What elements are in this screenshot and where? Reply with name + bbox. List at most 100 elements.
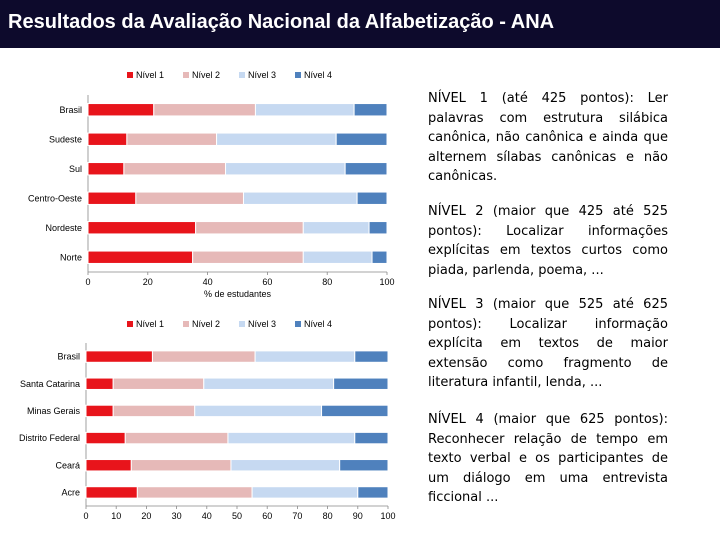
bar-minas-gerais-nivel-1 xyxy=(85,404,114,418)
legend-swatch-3 xyxy=(239,321,245,327)
x-tick-label-30: 30 xyxy=(172,511,182,521)
bar-acre-nivel-4 xyxy=(357,486,389,499)
legend-label-3: Nível 3 xyxy=(248,319,276,329)
x-tick-label-20: 20 xyxy=(141,511,151,521)
bar-nordeste-nivel-4 xyxy=(368,221,388,235)
bar-ceara-nivel-4 xyxy=(339,459,389,472)
bar-sul-nivel-3 xyxy=(225,162,346,176)
category-label-norte: Norte xyxy=(60,252,82,262)
bar-distrito-federal-nivel-3 xyxy=(227,431,356,445)
bar-acre-nivel-2 xyxy=(136,486,253,499)
x-tick-label-60: 60 xyxy=(262,511,272,521)
bar-norte-nivel-3 xyxy=(302,250,373,264)
bar-sul-nivel-1 xyxy=(87,162,125,176)
bar-brasil-nivel-4 xyxy=(353,103,388,117)
bar-distrito-federal-nivel-2 xyxy=(124,431,229,445)
bar-brasil-nivel-1 xyxy=(85,350,153,363)
bar-brasil-nivel-3 xyxy=(254,103,355,117)
bar-sul-nivel-2 xyxy=(123,162,227,176)
legend-swatch-4 xyxy=(295,72,301,78)
category-label-ceara: Ceará xyxy=(55,460,80,470)
bar-santa-catarina-nivel-2 xyxy=(112,377,205,390)
level-description-2: NÍVEL 2 (maior que 425 até 525 pontos): … xyxy=(428,202,668,280)
legend-swatch-2 xyxy=(183,72,189,78)
level-3-text: NÍVEL 3 (maior que 525 até 625 pontos): … xyxy=(428,297,668,391)
legend-swatch-1 xyxy=(127,72,133,78)
x-tick-label-40: 40 xyxy=(202,511,212,521)
category-label-centro-oeste: Centro-Oeste xyxy=(28,193,82,203)
bar-minas-gerais-nivel-2 xyxy=(112,404,196,418)
bar-santa-catarina-nivel-1 xyxy=(85,377,114,390)
x-tick-label-90: 90 xyxy=(353,511,363,521)
x-tick-label-60: 60 xyxy=(262,277,272,287)
x-tick-label-80: 80 xyxy=(322,277,332,287)
legend-swatch-3 xyxy=(239,72,245,78)
category-label-minas-gerais: Minas Gerais xyxy=(27,406,81,416)
bar-santa-catarina-nivel-4 xyxy=(333,377,389,390)
bar-centro-oeste-nivel-1 xyxy=(87,191,137,205)
x-tick-label-80: 80 xyxy=(323,511,333,521)
bar-acre-nivel-1 xyxy=(85,486,138,499)
category-label-distrito-federal: Distrito Federal xyxy=(19,433,80,443)
bar-ceara-nivel-2 xyxy=(130,459,232,472)
category-label-santa-catarina: Santa Catarina xyxy=(20,379,80,389)
bar-sudeste-nivel-4 xyxy=(335,132,388,146)
legend-label-4: Nível 4 xyxy=(304,70,332,80)
bar-centro-oeste-nivel-2 xyxy=(135,191,244,205)
category-label-brasil: Brasil xyxy=(59,105,82,115)
x-tick-label-10: 10 xyxy=(111,511,121,521)
bar-nordeste-nivel-3 xyxy=(302,221,370,235)
page-title: Resultados da Avaliação Nacional da Alfa… xyxy=(8,11,555,33)
legend-swatch-1 xyxy=(127,321,133,327)
bar-nordeste-nivel-2 xyxy=(195,221,304,235)
x-axis-title: % de estudantes xyxy=(204,289,272,299)
x-tick-label-50: 50 xyxy=(232,511,242,521)
category-label-acre: Acre xyxy=(61,487,80,497)
bar-sudeste-nivel-1 xyxy=(87,132,128,146)
header-bar: Resultados da Avaliação Nacional da Alfa… xyxy=(0,0,720,48)
level-description-1: NÍVEL 1 (até 425 pontos): Ler palavras c… xyxy=(428,89,668,187)
x-tick-label-100: 100 xyxy=(380,511,395,521)
bar-sul-nivel-4 xyxy=(344,162,388,176)
bar-distrito-federal-nivel-1 xyxy=(85,431,126,445)
category-label-nordeste: Nordeste xyxy=(45,223,82,233)
bar-sudeste-nivel-3 xyxy=(216,132,337,146)
level-2-text: NÍVEL 2 (maior que 425 até 525 pontos): … xyxy=(428,204,668,278)
bar-brasil-nivel-2 xyxy=(151,350,256,363)
regions-stacked-bar-chart: Nível 1 Nível 2 Nível 3 Nível 4 Brasil Sudest… xyxy=(28,70,395,299)
level-4-text: NÍVEL 4 (maior que 625 pontos): Reconhec… xyxy=(428,412,668,506)
x-tick-label-0: 0 xyxy=(85,277,90,287)
bar-norte-nivel-4 xyxy=(371,250,388,264)
x-tick-label-20: 20 xyxy=(143,277,153,287)
legend-label-2: Nível 2 xyxy=(192,70,220,80)
bar-minas-gerais-nivel-3 xyxy=(194,404,323,418)
x-tick-label-100: 100 xyxy=(379,277,394,287)
legend-swatch-2 xyxy=(183,321,189,327)
bar-norte-nivel-1 xyxy=(87,250,194,264)
legend-label-1: Nível 1 xyxy=(136,319,164,329)
bar-sudeste-nivel-2 xyxy=(126,132,218,146)
bar-centro-oeste-nivel-4 xyxy=(356,191,388,205)
level-description-4: NÍVEL 4 (maior que 625 pontos): Reconhec… xyxy=(428,410,668,508)
legend-label-2: Nível 2 xyxy=(192,319,220,329)
level-description-3: NÍVEL 3 (maior que 525 até 625 pontos): … xyxy=(428,295,668,393)
bar-ceara-nivel-1 xyxy=(85,459,132,472)
bar-norte-nivel-2 xyxy=(192,250,304,264)
x-tick-label-70: 70 xyxy=(292,511,302,521)
legend-swatch-4 xyxy=(295,321,301,327)
legend-label-1: Nível 1 xyxy=(136,70,164,80)
bar-santa-catarina-nivel-3 xyxy=(203,377,335,390)
category-label-brasil: Brasil xyxy=(57,352,80,362)
bar-nordeste-nivel-1 xyxy=(87,221,197,235)
bar-brasil-nivel-4 xyxy=(354,350,389,363)
bar-brasil-nivel-3 xyxy=(254,350,356,363)
category-label-sul: Sul xyxy=(69,164,82,174)
legend-label-4: Nível 4 xyxy=(304,319,332,329)
legend-label-3: Nível 3 xyxy=(248,70,276,80)
states-stacked-bar-chart: Nível 1 Nível 2 Nível 3 Nível 4 Brasil Santa … xyxy=(19,319,396,521)
bar-ceara-nivel-3 xyxy=(230,459,341,472)
x-tick-label-40: 40 xyxy=(203,277,213,287)
bar-brasil-nivel-2 xyxy=(153,103,256,117)
bar-minas-gerais-nivel-4 xyxy=(321,404,389,418)
bar-brasil-nivel-1 xyxy=(87,103,155,117)
